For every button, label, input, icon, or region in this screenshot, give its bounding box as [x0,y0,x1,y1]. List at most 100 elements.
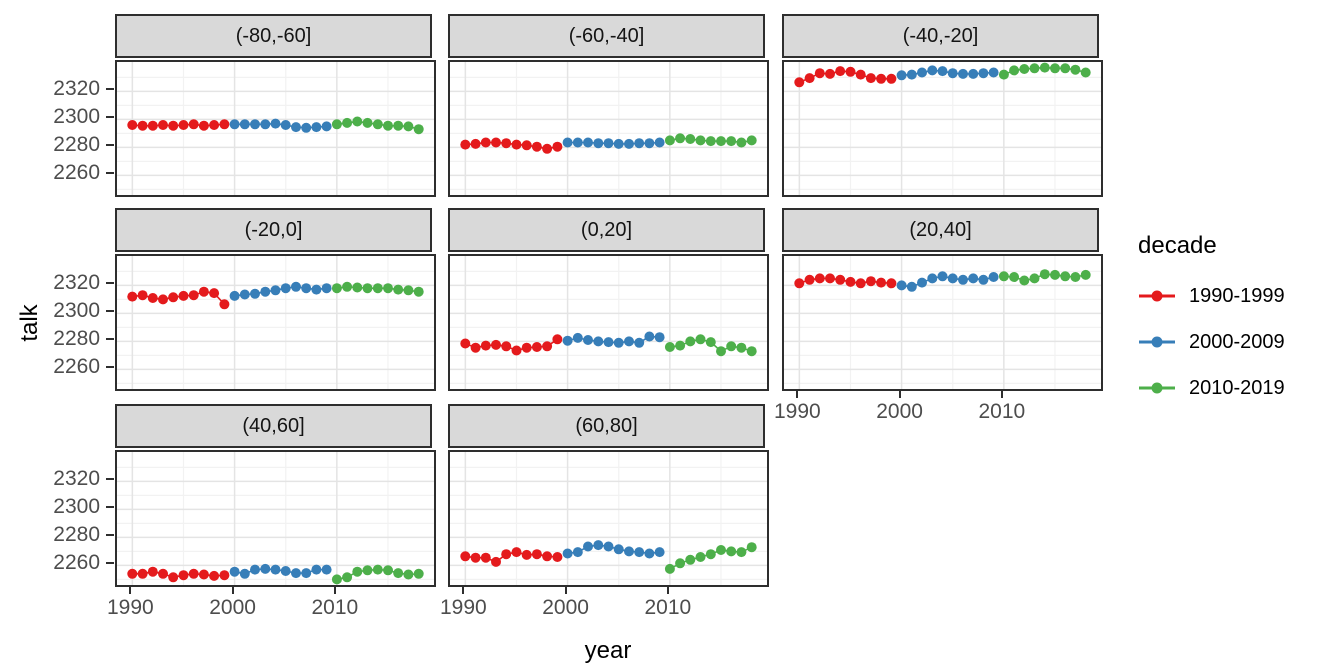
grid-minor [450,62,767,195]
data-point [906,69,917,80]
data-point [501,549,512,560]
data-point [460,338,471,349]
legend-key-1990-1999-icon [1139,290,1175,302]
data-point [1060,271,1071,282]
data-point [572,547,583,558]
data-point [301,568,312,579]
data-point [825,273,835,284]
y-tick-label: 2320 [53,271,100,295]
facet-strip: (40,60] [115,404,432,448]
data-point [362,565,373,576]
data-point [634,547,645,558]
data-point [804,274,815,285]
data-point [978,274,989,285]
data-point [814,68,825,79]
data-point [321,283,332,294]
data-point [603,138,614,149]
data-point [491,137,501,148]
y-tick-mark [106,478,114,481]
data-point [460,139,471,150]
data-point [716,545,726,555]
data-point [583,137,593,148]
data-point [501,341,512,352]
data-point [491,556,501,567]
series-1990-1999 [460,137,563,154]
data-point [562,335,573,346]
data-point [1009,65,1020,76]
series-2010-2019 [664,334,757,357]
data-point [291,568,301,579]
data-point [664,135,675,146]
data-point [209,288,220,299]
data-point [158,120,168,130]
data-point [531,342,542,352]
data-point [178,290,189,301]
data-point [886,73,897,84]
legend-item-label: 2010-2019 [1189,376,1285,399]
data-point [1009,272,1020,282]
data-point [927,273,938,284]
data-point [958,274,968,285]
data-point [927,65,938,76]
data-point [675,340,686,351]
data-point [906,281,917,292]
data-point [968,68,979,79]
data-point [855,69,866,80]
data-point [331,283,342,294]
data-point [198,569,209,580]
data-point [413,286,424,297]
data-point [1080,67,1091,78]
y-tick-label: 2260 [53,551,100,575]
x-tick-mark [564,586,567,594]
data-point [593,138,604,149]
data-point [219,119,230,130]
data-point [393,568,404,579]
data-point [158,568,168,579]
y-tick-mark [106,562,114,565]
data-point [413,124,424,135]
series-2010-2019 [331,116,424,135]
data-point [260,563,271,574]
data-point [1070,272,1081,282]
grid-major [450,452,767,585]
x-tick-mark [666,586,669,594]
data-point [804,73,815,84]
data-point [413,568,424,579]
x-tick-mark [231,586,234,594]
data-point [372,564,383,575]
series-2010-2019 [998,62,1091,80]
data-point [501,138,512,149]
data-point [1050,63,1060,74]
data-point [521,140,532,151]
data-point [705,136,716,147]
data-point [511,547,522,558]
data-point [531,549,542,560]
data-point [372,283,383,294]
data-point [178,120,189,130]
data-point [542,551,553,562]
facet-panel [448,60,769,197]
data-point [470,342,481,353]
grid-minor [450,256,767,389]
data-point [726,546,737,557]
grid-major [117,452,434,585]
data-point [239,119,250,130]
data-point [794,77,805,88]
data-point [746,135,757,146]
data-point [572,332,583,343]
y-tick-label: 2300 [53,495,100,519]
y-tick-label: 2260 [53,355,100,379]
x-tick-label: 2010 [311,596,359,619]
data-point [917,67,927,78]
data-point [480,137,491,148]
series-2000-2009 [229,563,332,579]
series-2010-2019 [664,133,757,148]
x-tick-mark [1000,390,1003,398]
facet-label: (60,80] [575,414,638,437]
data-point [147,120,158,131]
data-point [352,282,363,293]
data-point [270,285,281,296]
grid-minor [117,256,434,389]
data-point [239,568,250,579]
data-point [342,572,353,583]
